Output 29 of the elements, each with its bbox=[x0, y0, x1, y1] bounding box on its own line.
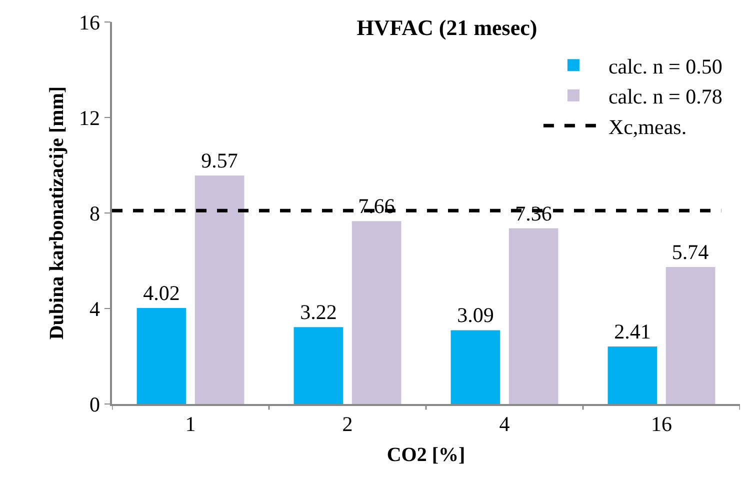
data-label: 9.57 bbox=[201, 148, 238, 173]
legend-label: calc. n = 0.78 bbox=[608, 84, 722, 109]
bar bbox=[508, 228, 558, 404]
bar bbox=[608, 346, 658, 404]
data-label: 3.09 bbox=[457, 303, 494, 328]
bar bbox=[450, 330, 500, 404]
y-tick-label: 4 bbox=[90, 296, 101, 321]
y-tick-label: 12 bbox=[79, 106, 100, 130]
data-label: 2.41 bbox=[614, 319, 651, 344]
legend-label: Xc,meas. bbox=[608, 114, 687, 139]
y-axis-title: Dubina karbonatizacije [mm] bbox=[46, 86, 68, 340]
x-tick-label: 1 bbox=[185, 412, 196, 436]
bar bbox=[194, 176, 244, 404]
data-label: 3.22 bbox=[300, 300, 337, 324]
bar bbox=[666, 266, 716, 404]
y-tick-label: 0 bbox=[90, 392, 100, 416]
legend-label: calc. n = 0.50 bbox=[608, 54, 722, 78]
x-tick-label: 4 bbox=[499, 412, 510, 436]
x-tick-label: 2 bbox=[342, 412, 353, 436]
bar bbox=[136, 308, 186, 404]
bar bbox=[294, 327, 344, 404]
y-tick-label: 8 bbox=[90, 201, 100, 226]
y-tick-label: 16 bbox=[79, 10, 100, 34]
data-label: 4.02 bbox=[143, 281, 180, 306]
x-axis-title: CO2 [%] bbox=[386, 444, 466, 466]
bar bbox=[352, 221, 402, 404]
x-tick-label: 16 bbox=[651, 412, 672, 436]
data-label: 5.74 bbox=[672, 240, 710, 264]
chart-title: HVFAC (21 mesec) bbox=[356, 14, 538, 40]
